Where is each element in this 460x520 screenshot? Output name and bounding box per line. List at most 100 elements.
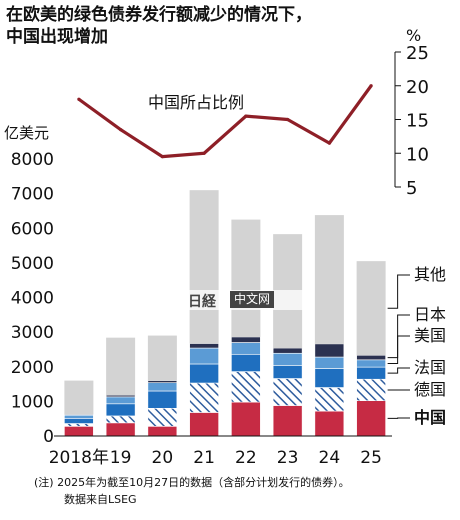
bar-segment-日本 bbox=[272, 347, 303, 354]
x-tick-label: 2018年 bbox=[49, 448, 109, 468]
y-tick-label: 4000 bbox=[11, 289, 54, 309]
y-tick-label: 2000 bbox=[11, 358, 54, 378]
legend-label-德国: 德国 bbox=[414, 380, 446, 399]
share-line bbox=[77, 84, 373, 159]
legend-leader bbox=[387, 274, 410, 309]
share-line-label: 中国所占比例 bbox=[148, 93, 244, 112]
bar-segment-美国 bbox=[64, 414, 94, 419]
bar-segment-法国 bbox=[231, 353, 261, 372]
bar-segment-德国 bbox=[189, 382, 219, 413]
bar-segment-其他 bbox=[106, 337, 136, 396]
right-tick-label: 25 bbox=[406, 43, 429, 64]
y-tick-label: 3000 bbox=[11, 323, 54, 343]
share-point bbox=[77, 97, 81, 101]
y-tick-label: 6000 bbox=[11, 219, 54, 239]
x-tick-label: 25 bbox=[360, 448, 382, 468]
bar-segment-日本 bbox=[231, 336, 261, 343]
bar-segment-德国 bbox=[272, 378, 303, 406]
bar-segment-日本 bbox=[189, 343, 219, 349]
bar-segment-其他 bbox=[189, 190, 219, 344]
title-line-2: 中国出现增加 bbox=[6, 27, 108, 47]
legend-leader bbox=[387, 335, 410, 364]
bar-segment-其他 bbox=[231, 219, 261, 337]
share-point bbox=[244, 114, 248, 118]
title-line-1: 在欧美的绿色债券发行额减少的情况下， bbox=[6, 5, 312, 25]
chart-title: 在欧美的绿色债券发行额减少的情况下， 中国出现增加 bbox=[6, 4, 446, 48]
x-tick-label: 20 bbox=[152, 448, 174, 468]
legend-label-中国: 中国 bbox=[414, 408, 446, 427]
legend-label-其他: 其他 bbox=[414, 265, 446, 284]
footnote-line-1: (注) 2025年为截至10月27日的数据（含部分计划发行的债券）。 bbox=[34, 476, 350, 489]
bar-segment-中国 bbox=[64, 426, 94, 437]
bar-segment-日本 bbox=[147, 380, 178, 383]
share-point bbox=[286, 117, 290, 122]
legend-label-法国: 法国 bbox=[414, 358, 446, 377]
share-point bbox=[327, 141, 331, 145]
x-tick-label: 19 bbox=[110, 448, 132, 468]
bar-segment-日本 bbox=[314, 343, 345, 358]
x-tick-label: 23 bbox=[277, 448, 299, 468]
bar-segment-法国 bbox=[105, 403, 136, 417]
bar-segment-德国 bbox=[314, 387, 345, 412]
bar-segment-日本 bbox=[356, 355, 386, 361]
bar-segment-德国 bbox=[231, 371, 261, 403]
right-axis-unit: % bbox=[406, 26, 421, 45]
right-tick-label: 10 bbox=[406, 144, 429, 165]
watermark-badge: 中文网 bbox=[230, 291, 275, 308]
x-tick-label: 24 bbox=[319, 448, 341, 468]
legend-leader bbox=[387, 367, 410, 374]
bar-segment-中国 bbox=[189, 412, 219, 437]
right-tick-label: 5 bbox=[406, 178, 417, 199]
share-point bbox=[369, 84, 373, 88]
bar-segment-德国 bbox=[147, 407, 178, 427]
bar-segment-美国 bbox=[272, 352, 303, 366]
bar-segment-美国 bbox=[314, 356, 345, 369]
y-tick-label: 7000 bbox=[11, 185, 54, 205]
bar-segment-美国 bbox=[105, 396, 136, 405]
bar-segment-美国 bbox=[189, 347, 219, 365]
bar-segment-中国 bbox=[314, 410, 345, 437]
bar-segment-日本 bbox=[64, 414, 94, 416]
bar-segment-其他 bbox=[356, 261, 386, 356]
bar-segment-德国 bbox=[64, 423, 94, 427]
bar-segment-法国 bbox=[356, 366, 386, 380]
bar-segment-法国 bbox=[64, 418, 94, 424]
legend-label-美国: 美国 bbox=[414, 326, 446, 345]
bar-segment-法国 bbox=[189, 363, 219, 384]
y-tick-label: 8000 bbox=[11, 150, 54, 170]
bar-segment-中国 bbox=[231, 401, 261, 437]
bar-segment-德国 bbox=[105, 415, 136, 424]
share-point bbox=[202, 151, 206, 155]
right-tick-label: 15 bbox=[406, 111, 429, 132]
watermark-mark: 日経 bbox=[188, 294, 216, 310]
bar-segment-其他 bbox=[147, 335, 177, 381]
footnote-line-2: 数据来自LSEG bbox=[64, 493, 137, 506]
bar-segment-德国 bbox=[356, 378, 386, 401]
bar-segment-中国 bbox=[272, 405, 303, 437]
bar-segment-中国 bbox=[356, 400, 386, 437]
bar-segment-其他 bbox=[64, 380, 94, 415]
bar-segment-中国 bbox=[147, 426, 178, 437]
bar-segment-中国 bbox=[105, 422, 136, 437]
bar-segment-美国 bbox=[147, 382, 178, 392]
bar-segment-法国 bbox=[272, 365, 303, 379]
legend-leader bbox=[387, 314, 410, 359]
y-tick-label: 0 bbox=[43, 427, 54, 447]
bar-segment-法国 bbox=[147, 390, 178, 409]
share-point bbox=[119, 128, 123, 132]
share-point bbox=[160, 155, 164, 159]
right-tick-label: 20 bbox=[406, 77, 429, 98]
y-axis-unit: 亿美元 bbox=[4, 124, 49, 142]
footnote: (注) 2025年为截至10月27日的数据（含部分计划发行的债券）。 数据来自L… bbox=[34, 474, 350, 508]
x-tick-label: 22 bbox=[235, 448, 257, 468]
bar-segment-其他 bbox=[314, 215, 344, 344]
bar-segment-法国 bbox=[314, 368, 345, 388]
y-tick-label: 5000 bbox=[11, 254, 54, 274]
bar-segment-美国 bbox=[231, 342, 261, 355]
watermark: 日経 中文网 bbox=[184, 290, 314, 310]
bar-segment-美国 bbox=[356, 359, 386, 368]
legend-label-日本: 日本 bbox=[414, 305, 446, 324]
x-tick-label: 21 bbox=[193, 448, 215, 468]
y-tick-label: 1000 bbox=[11, 392, 54, 412]
